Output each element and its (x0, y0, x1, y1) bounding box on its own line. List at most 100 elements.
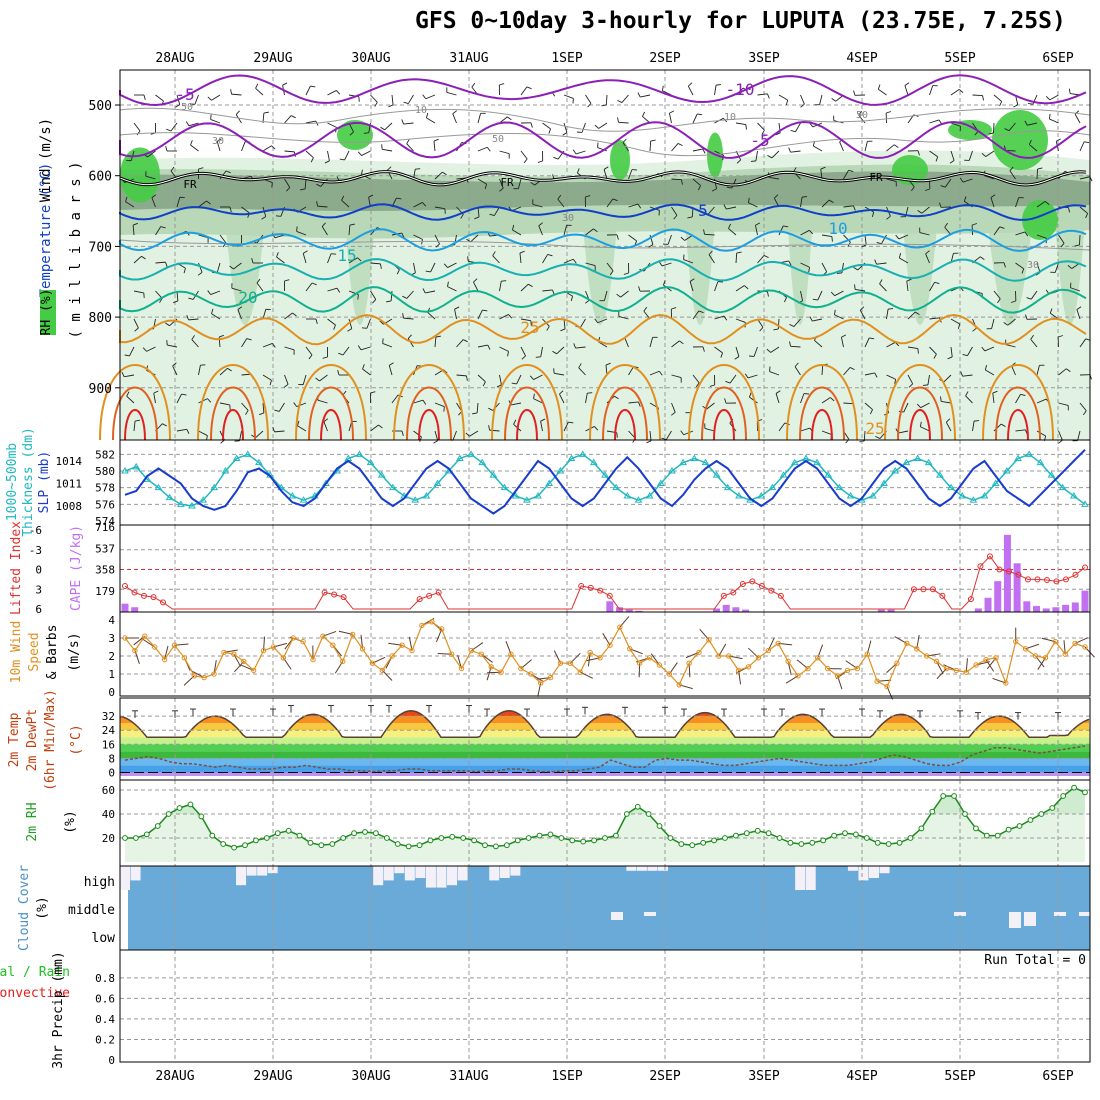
rh2m-point (558, 835, 565, 841)
wind10-point (211, 671, 217, 677)
lifted-index-point (739, 580, 746, 587)
wind-barb-tick (237, 306, 243, 311)
wind-barb-tick (1024, 231, 1029, 237)
wind-barb-tick (761, 129, 765, 135)
wind-barb (188, 122, 199, 127)
wind-barb-tick (622, 138, 627, 143)
wind10-point (636, 660, 643, 666)
wind-barb-tick (924, 188, 930, 191)
wind-barb (1036, 365, 1040, 376)
wind10-point (904, 640, 910, 647)
wind10-point (696, 649, 702, 656)
wind-barb-tick (316, 183, 322, 187)
wind10-point (458, 665, 465, 672)
wind-barb (819, 94, 823, 105)
cape-bar (121, 603, 129, 612)
wind-barb (563, 421, 569, 432)
wind-barb-tick (853, 90, 856, 96)
rh2m-point (351, 830, 357, 837)
thickness-point (1081, 500, 1089, 507)
wind-barb-tick (486, 146, 491, 152)
wind-barb-tick (616, 234, 619, 240)
wind-barb-tick (877, 84, 881, 90)
wind-barb-tick (869, 337, 875, 340)
wind10-point (221, 649, 227, 656)
wind-barb (452, 430, 457, 441)
wind-barb-tick (388, 104, 394, 108)
wind-barb-tick (465, 432, 470, 437)
wind-barb-tick (828, 199, 834, 203)
wind-barb-tick (594, 124, 599, 129)
wind-barb-tick (858, 110, 862, 116)
wind-barb (391, 94, 394, 105)
thickness-point (1069, 492, 1078, 499)
rh-contour-label: 30 (1027, 260, 1039, 271)
wind-barb-tick (637, 92, 641, 98)
lifted-index-point (122, 582, 128, 589)
wind-barb-tick (466, 375, 468, 381)
wind10-point (389, 653, 395, 659)
ylabel-wind: Wind (m/s) (38, 118, 54, 202)
wind-barb-tick (507, 116, 512, 121)
wind-barb (735, 346, 740, 357)
wind-barb-tick (422, 400, 427, 405)
wind-barb (256, 282, 264, 292)
wind-barb (327, 150, 330, 161)
wind10-point (914, 646, 920, 652)
wind-barb (925, 253, 930, 264)
wind-barb-tick (984, 365, 988, 371)
wind10-point (577, 669, 583, 675)
wind-barb (151, 197, 156, 208)
wind-barb (628, 401, 639, 404)
wind-barb (499, 116, 508, 124)
thickness-point (712, 471, 721, 478)
wind-barb (284, 178, 291, 188)
wind-barb-tick (831, 98, 836, 102)
wind-barb (255, 430, 264, 439)
wind-barb (687, 85, 694, 96)
wind-barb (147, 150, 156, 158)
rh2m-point (471, 837, 477, 844)
wind-barb (714, 85, 717, 96)
cloud-high-bar (658, 866, 669, 871)
wind-barb-tick (886, 215, 891, 220)
wind-barb (972, 421, 975, 432)
wind-barb-tick (218, 334, 224, 338)
wind-barb-tick (859, 306, 865, 311)
temp-contour-label: -5 (750, 131, 769, 150)
wind-barb-tick (945, 418, 951, 423)
wind-barb (812, 318, 823, 322)
thickness-point (679, 458, 688, 466)
wind-barb-tick (297, 420, 300, 426)
wind-barb-tick (482, 381, 486, 387)
wind-barb-tick (788, 260, 792, 266)
ylabel-millibars: ( m i l l i b a r s ) (68, 161, 84, 338)
cloud-middle-bar (1054, 912, 1066, 916)
wind-barb (864, 337, 870, 348)
wind-barb (511, 402, 522, 406)
lifted-index-point (1072, 571, 1079, 578)
wind-barb (233, 262, 242, 270)
rh2m-point (525, 835, 532, 841)
wind-barb-tick (775, 390, 781, 394)
temp-contour-35 (124, 409, 146, 441)
wind-barb-tick (1074, 110, 1080, 115)
lifted-index-point (929, 586, 936, 593)
wind-barb (198, 430, 208, 436)
wind-barb-tick (965, 391, 969, 397)
thickness-point (969, 496, 978, 503)
wind-barb-tick (339, 158, 345, 161)
wind-barb (210, 290, 221, 296)
wind-barb-tick (648, 244, 654, 248)
wind-barb-tick (546, 326, 550, 331)
wind-barb (476, 402, 479, 414)
ylabel-slp: SLP (mb) (37, 451, 52, 514)
wind-barb-tick (605, 362, 611, 366)
wind-barb-tick (153, 390, 159, 394)
lifted-index-point (340, 594, 347, 601)
wind-barb (649, 337, 654, 348)
wind-barb (563, 258, 574, 264)
temp-contour-25 (99, 364, 171, 441)
wind-barb (585, 94, 592, 104)
wind-barb (950, 150, 955, 161)
